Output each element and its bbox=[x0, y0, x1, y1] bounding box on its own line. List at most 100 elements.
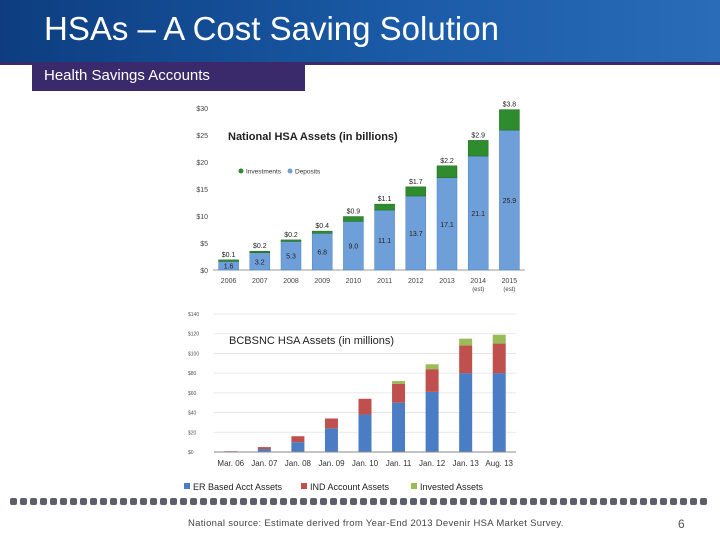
divider-dot bbox=[540, 498, 547, 505]
chart1-investments-label: $0.9 bbox=[347, 209, 361, 216]
chart1-ytick: $0 bbox=[200, 268, 208, 275]
divider-dot bbox=[310, 498, 317, 505]
divider-dot bbox=[380, 498, 387, 505]
chart1-xtick: 2009 bbox=[314, 278, 330, 285]
chart1-investments-bar bbox=[405, 186, 427, 197]
chart1-deposits-label: 11.1 bbox=[378, 238, 391, 245]
divider-dot bbox=[250, 498, 257, 505]
chart1-xtick-note: (est) bbox=[503, 287, 515, 293]
section-label: Health Savings Accounts bbox=[44, 67, 210, 84]
chart1-legend-investments: Investments bbox=[246, 169, 282, 176]
chart1-deposits-label: 5.3 bbox=[286, 254, 296, 261]
divider-dot bbox=[430, 498, 437, 505]
divider-dot bbox=[60, 498, 67, 505]
divider-dot bbox=[580, 498, 587, 505]
divider-dot bbox=[170, 498, 177, 505]
divider-dot bbox=[260, 498, 267, 505]
divider-dot bbox=[50, 498, 57, 505]
chart1-investments-bar bbox=[499, 109, 520, 131]
divider-dot bbox=[160, 498, 167, 505]
chart1-xtick-note: (est) bbox=[472, 287, 484, 293]
divider-dot bbox=[350, 498, 357, 505]
chart1-investments-label: $0.1 bbox=[222, 252, 236, 259]
chart1-xtick: 2007 bbox=[252, 278, 268, 285]
chart1-title: National HSA Assets (in billions) bbox=[228, 131, 398, 143]
chart1-deposits-label: 3.2 bbox=[255, 259, 265, 266]
chart1-ytick: $15 bbox=[196, 187, 208, 194]
chart1-investments-bar bbox=[311, 230, 333, 234]
chart1-ytick: $30 bbox=[196, 106, 208, 113]
divider-dot bbox=[630, 498, 637, 505]
divider-dot bbox=[290, 498, 297, 505]
chart1-investments-label: $1.7 bbox=[409, 179, 423, 186]
chart1-deposits-label: 9.0 bbox=[349, 244, 359, 251]
chart1-investments-bar bbox=[249, 250, 271, 253]
chart1-deposits-label: 21.1 bbox=[471, 211, 485, 218]
chart1-investments-label: $0.4 bbox=[315, 223, 329, 230]
divider-dot bbox=[320, 498, 327, 505]
divider-dot bbox=[200, 498, 207, 505]
chart1-bars bbox=[218, 109, 520, 271]
chart1-investments-label: $2.9 bbox=[471, 132, 485, 139]
divider-dot bbox=[650, 498, 657, 505]
source-note: National source: Estimate derived from Y… bbox=[188, 518, 564, 529]
divider-dot bbox=[330, 498, 337, 505]
divider-dot bbox=[600, 498, 607, 505]
divider-dot bbox=[690, 498, 697, 505]
divider-dot bbox=[270, 498, 277, 505]
chart1-xtick: 2014 bbox=[470, 278, 486, 285]
divider-dot bbox=[490, 498, 497, 505]
divider-dot bbox=[40, 498, 47, 505]
chart1-deposits-label: 17.1 bbox=[440, 222, 454, 229]
chart1-investments-bar bbox=[343, 216, 364, 222]
chart1-legend-deposits-marker bbox=[287, 168, 293, 174]
divider-dot bbox=[390, 498, 397, 505]
divider-dot bbox=[370, 498, 377, 505]
chart1-xtick: 2015 bbox=[502, 278, 518, 285]
chart1-labels: 1.6 $0.1 3.2 $0.2 5.3 $0.2 6.8 $0.4 9.0 $0.9 11.1 $… bbox=[222, 102, 517, 271]
divider-dot bbox=[640, 498, 647, 505]
divider-dot bbox=[510, 498, 517, 505]
chart1-investments-label: $1.1 bbox=[378, 196, 392, 203]
divider-dot bbox=[400, 498, 407, 505]
divider-dot bbox=[20, 498, 27, 505]
divider-dot bbox=[480, 498, 487, 505]
chart1-investments-label: $2.2 bbox=[440, 158, 454, 165]
chart1-deposits-label: 25.9 bbox=[503, 198, 517, 205]
chart1-deposits-label: 6.8 bbox=[317, 250, 327, 257]
divider-dot bbox=[10, 498, 17, 505]
chart1-xtick: 2010 bbox=[346, 278, 362, 285]
divider-dot bbox=[450, 498, 457, 505]
divider-dot bbox=[590, 498, 597, 505]
chart1-xtick: 2008 bbox=[283, 278, 299, 285]
divider-dot bbox=[30, 498, 37, 505]
divider-dot bbox=[660, 498, 667, 505]
chart1-investments-bar bbox=[218, 259, 239, 262]
divider-dot bbox=[460, 498, 467, 505]
chart1-legend-investments-marker bbox=[238, 168, 244, 174]
slide-title: HSAs – A Cost Saving Solution bbox=[44, 10, 499, 47]
divider-dot bbox=[570, 498, 577, 505]
divider-dot bbox=[140, 498, 147, 505]
divider-dot bbox=[520, 498, 527, 505]
divider-dot bbox=[210, 498, 217, 505]
chart1-legend-deposits: Deposits bbox=[295, 169, 321, 176]
divider-dot bbox=[500, 498, 507, 505]
divider-dot bbox=[230, 498, 237, 505]
divider-dot bbox=[70, 498, 77, 505]
divider-dot bbox=[680, 498, 687, 505]
divider-dot bbox=[100, 498, 107, 505]
header-divider bbox=[0, 62, 720, 65]
section-band bbox=[32, 65, 305, 91]
divider-dot bbox=[130, 498, 137, 505]
divider-dot bbox=[440, 498, 447, 505]
chart1-investments-bar bbox=[467, 140, 489, 157]
dotted-divider bbox=[10, 498, 707, 505]
page-number: 6 bbox=[678, 517, 685, 531]
divider-dot bbox=[360, 498, 367, 505]
chart1-legend: Investments Deposits bbox=[238, 168, 321, 176]
divider-dot bbox=[110, 498, 117, 505]
divider-dot bbox=[190, 498, 197, 505]
chart1-xtick: 2013 bbox=[439, 278, 455, 285]
chart1-investments-label: $0.2 bbox=[253, 243, 267, 250]
